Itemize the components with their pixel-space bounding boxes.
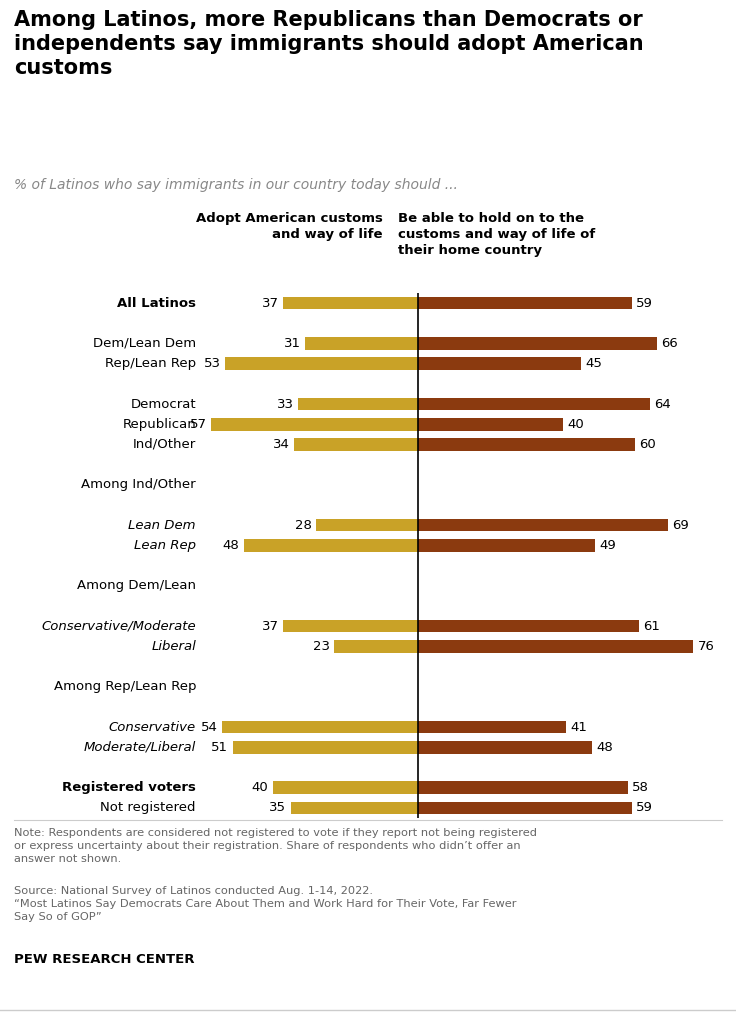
Bar bbox=[334, 640, 417, 653]
Bar bbox=[417, 357, 581, 370]
Text: 61: 61 bbox=[643, 620, 660, 632]
Text: 51: 51 bbox=[211, 741, 228, 754]
Text: Among Dem/Lean: Among Dem/Lean bbox=[77, 579, 196, 592]
Text: Not registered: Not registered bbox=[101, 801, 196, 814]
Text: 49: 49 bbox=[600, 539, 617, 551]
Bar bbox=[211, 418, 417, 431]
Bar bbox=[417, 338, 657, 350]
Text: Lean Dem: Lean Dem bbox=[129, 519, 196, 532]
Text: 64: 64 bbox=[654, 398, 670, 410]
Text: 23: 23 bbox=[313, 639, 330, 653]
Text: Among Rep/Lean Rep: Among Rep/Lean Rep bbox=[54, 680, 196, 694]
Bar bbox=[305, 338, 417, 350]
Text: All Latinos: All Latinos bbox=[117, 297, 196, 310]
Text: Registered voters: Registered voters bbox=[62, 782, 196, 794]
Bar bbox=[283, 620, 417, 632]
Text: 69: 69 bbox=[672, 519, 689, 532]
Text: Adopt American customs
and way of life: Adopt American customs and way of life bbox=[196, 212, 383, 241]
Text: 66: 66 bbox=[662, 337, 678, 350]
Bar bbox=[417, 741, 592, 754]
Bar bbox=[417, 398, 650, 410]
Text: 40: 40 bbox=[252, 782, 268, 794]
Text: Conservative/Moderate: Conservative/Moderate bbox=[41, 620, 196, 632]
Bar bbox=[233, 741, 417, 754]
Bar bbox=[417, 802, 631, 814]
Text: Conservative: Conservative bbox=[109, 720, 196, 733]
Bar bbox=[417, 782, 628, 794]
Text: 37: 37 bbox=[262, 620, 279, 632]
Bar bbox=[283, 297, 417, 309]
Text: 57: 57 bbox=[190, 417, 207, 431]
Text: 40: 40 bbox=[567, 417, 584, 431]
Text: Among Ind/Other: Among Ind/Other bbox=[82, 479, 196, 491]
Text: 58: 58 bbox=[632, 782, 649, 794]
Text: 48: 48 bbox=[596, 741, 613, 754]
Text: 54: 54 bbox=[200, 720, 217, 733]
Text: 48: 48 bbox=[222, 539, 239, 551]
Bar bbox=[225, 357, 417, 370]
Bar bbox=[294, 438, 417, 451]
Text: 33: 33 bbox=[277, 398, 294, 410]
Text: 59: 59 bbox=[636, 297, 653, 310]
Bar bbox=[417, 418, 563, 431]
Text: 35: 35 bbox=[269, 801, 286, 814]
Bar bbox=[417, 620, 639, 632]
Text: 37: 37 bbox=[262, 297, 279, 310]
Text: Among Latinos, more Republicans than Democrats or
independents say immigrants sh: Among Latinos, more Republicans than Dem… bbox=[14, 10, 643, 78]
Text: Democrat: Democrat bbox=[130, 398, 196, 410]
Text: Source: National Survey of Latinos conducted Aug. 1-14, 2022.
“Most Latinos Say : Source: National Survey of Latinos condu… bbox=[14, 886, 517, 923]
Text: Republican: Republican bbox=[122, 417, 196, 431]
Text: 53: 53 bbox=[204, 357, 221, 370]
Text: 60: 60 bbox=[640, 438, 657, 451]
Text: Ind/Other: Ind/Other bbox=[132, 438, 196, 451]
Text: 31: 31 bbox=[284, 337, 301, 350]
Text: 76: 76 bbox=[698, 639, 715, 653]
Bar bbox=[291, 802, 417, 814]
Bar bbox=[417, 519, 668, 532]
Bar bbox=[272, 782, 417, 794]
Bar bbox=[417, 721, 566, 733]
Text: Note: Respondents are considered not registered to vote if they report not being: Note: Respondents are considered not reg… bbox=[14, 828, 537, 864]
Text: 45: 45 bbox=[585, 357, 602, 370]
Bar bbox=[222, 721, 417, 733]
Bar bbox=[417, 438, 635, 451]
Bar bbox=[316, 519, 417, 532]
Text: Lean Rep: Lean Rep bbox=[134, 539, 196, 551]
Text: % of Latinos who say immigrants in our country today should ...: % of Latinos who say immigrants in our c… bbox=[14, 178, 458, 192]
Text: 41: 41 bbox=[570, 720, 587, 733]
Text: Moderate/Liberal: Moderate/Liberal bbox=[84, 741, 196, 754]
Text: Dem/Lean Dem: Dem/Lean Dem bbox=[93, 337, 196, 350]
Text: PEW RESEARCH CENTER: PEW RESEARCH CENTER bbox=[14, 953, 194, 966]
Text: Be able to hold on to the
customs and way of life of
their home country: Be able to hold on to the customs and wa… bbox=[398, 212, 595, 257]
Bar bbox=[417, 640, 693, 653]
Text: 59: 59 bbox=[636, 801, 653, 814]
Text: Rep/Lean Rep: Rep/Lean Rep bbox=[105, 357, 196, 370]
Text: Liberal: Liberal bbox=[152, 639, 196, 653]
Text: 34: 34 bbox=[273, 438, 290, 451]
Text: 28: 28 bbox=[295, 519, 312, 532]
Bar bbox=[298, 398, 417, 410]
Bar bbox=[417, 297, 631, 309]
Bar bbox=[417, 539, 595, 551]
Bar bbox=[244, 539, 417, 551]
